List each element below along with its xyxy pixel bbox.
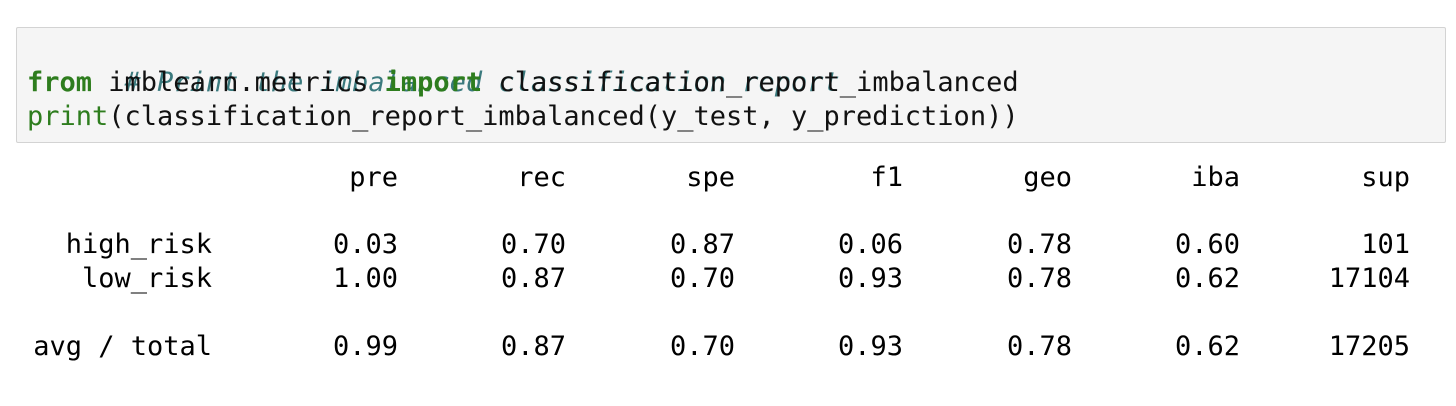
cell-low-risk-pre: 1.00 [332, 263, 398, 294]
header-spe: spe [686, 162, 735, 193]
code-line-2: from imblearn.metrics import classificat… [27, 66, 1019, 100]
cell-high-risk-rec: 0.70 [500, 229, 566, 260]
cell-high-risk-spe: 0.87 [669, 229, 735, 260]
header-f1: f1 [870, 162, 903, 193]
cell-low-risk-rec: 0.87 [500, 263, 566, 294]
row-label-avg-total: avg / total [33, 331, 212, 362]
cell-high-risk-pre: 0.03 [332, 229, 398, 260]
cell-total-geo: 0.78 [1006, 331, 1072, 362]
row-label-high-risk: high_risk [65, 229, 212, 260]
cell-high-risk-f1: 0.06 [837, 229, 903, 260]
cell-low-risk-iba: 0.62 [1174, 263, 1240, 294]
keyword-import: import [384, 67, 483, 98]
cell-low-risk-geo: 0.78 [1006, 263, 1072, 294]
cell-total-pre: 0.99 [332, 331, 398, 362]
cell-total-rec: 0.87 [500, 331, 566, 362]
imported-name: classification_report_imbalanced [482, 67, 1019, 98]
cell-total-iba: 0.62 [1174, 331, 1240, 362]
print-arguments: (classification_report_imbalanced(y_test… [108, 101, 1019, 132]
header-pre: pre [349, 162, 398, 193]
cell-low-risk-sup: 17104 [1328, 263, 1410, 294]
cell-total-f1: 0.93 [837, 331, 903, 362]
code-line-3: print(classification_report_imbalanced(y… [27, 100, 1019, 134]
builtin-print: print [27, 101, 109, 132]
cell-high-risk-sup: 101 [1361, 229, 1410, 260]
keyword-from: from [27, 67, 93, 98]
cell-high-risk-iba: 0.60 [1174, 229, 1240, 260]
cell-total-spe: 0.70 [669, 331, 735, 362]
header-iba: iba [1191, 162, 1240, 193]
module-name: imblearn.metrics [92, 67, 385, 98]
cell-high-risk-geo: 0.78 [1006, 229, 1072, 260]
header-geo: geo [1023, 162, 1072, 193]
row-label-low-risk: low_risk [81, 263, 212, 294]
code-comment: # Print the imbalanced classification re… [124, 67, 840, 98]
code-line-1: # Print the imbalanced classification re… [27, 32, 840, 134]
cell-low-risk-spe: 0.70 [669, 263, 735, 294]
header-sup: sup [1361, 162, 1410, 193]
code-cell[interactable]: # Print the imbalanced classification re… [16, 27, 1446, 143]
header-rec: rec [517, 162, 566, 193]
cell-low-risk-f1: 0.93 [837, 263, 903, 294]
cell-total-sup: 17205 [1328, 331, 1410, 362]
